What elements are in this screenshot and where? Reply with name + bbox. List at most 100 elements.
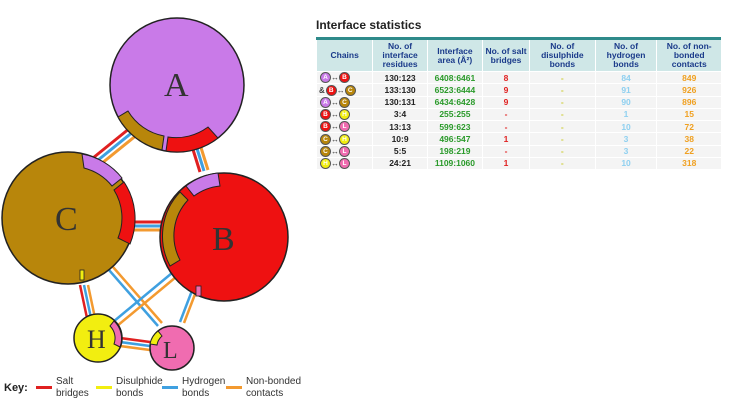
chains-cell[interactable]: B ↔ H bbox=[315, 107, 373, 121]
interface-residues-cell: 5:5 bbox=[372, 144, 428, 158]
chain-b-label: B bbox=[212, 221, 235, 258]
interface-residues-cell: 133:130 bbox=[372, 83, 428, 96]
hydrogen-bonds-cell: 1 bbox=[594, 107, 657, 121]
disulphide-bonds-cell: - bbox=[529, 119, 596, 133]
table-row: & B ↔ C 133:130 6523:6444 9-91 926 bbox=[315, 83, 721, 96]
disulphide-bonds-cell: - bbox=[529, 83, 596, 96]
connection-c-h-hbond bbox=[82, 284, 93, 319]
connection-b-h-nonbonded bbox=[116, 271, 183, 327]
salt-bridge-swatch bbox=[36, 386, 52, 389]
interface-area-cell: 496:547 bbox=[426, 132, 483, 145]
chain-chip-second: H bbox=[339, 133, 350, 145]
hydrogen-bonds-cell: 3 bbox=[594, 144, 657, 158]
chains-cell[interactable]: C ↔ H bbox=[315, 132, 373, 145]
disulphide-bonds-cell: - bbox=[529, 107, 596, 121]
table-body: A ↔ B 130:123 6408:6461 8-84 849 & B ↔ C 133:130 652… bbox=[315, 70, 721, 169]
chain-a-label: A bbox=[164, 67, 189, 104]
chain-chip-second: C bbox=[344, 84, 356, 96]
interface-link-icon: ↔ bbox=[331, 73, 339, 83]
table-row: A ↔ B 130:123 6408:6461 8-84 849 bbox=[315, 70, 721, 84]
interface-statistics-table: Chains No. of interface residues Interfa… bbox=[315, 37, 721, 169]
key-label-hydrogen-bonds: Hydrogen bonds bbox=[182, 376, 226, 399]
disulphide-bonds-cell: - bbox=[529, 132, 596, 145]
salt-bridges-cell: - bbox=[482, 144, 530, 158]
interface-residues-cell: 130:123 bbox=[372, 70, 428, 84]
chain-chip-second: L bbox=[339, 121, 350, 133]
interface-area-cell: 1109:1060 bbox=[426, 156, 483, 169]
chain-c-interface-h bbox=[79, 269, 85, 281]
hydrogen-bonds-cell: 10 bbox=[594, 119, 657, 133]
chains-cell[interactable]: B ↔ L bbox=[315, 119, 373, 133]
connection-h-l-hbond bbox=[119, 340, 151, 348]
connection-a-c-salt bbox=[87, 126, 131, 164]
chain-a-interface-c bbox=[117, 110, 165, 151]
chain-l-interface-h bbox=[149, 330, 163, 346]
hydrogen-bonds-cell: 3 bbox=[594, 132, 657, 145]
chain-h-label: H bbox=[87, 325, 106, 354]
connection-c-h-nonbonded bbox=[86, 284, 97, 319]
hydrogen-bonds-cell: 84 bbox=[594, 70, 657, 84]
chain-c-interface-a bbox=[81, 153, 123, 187]
interface-area-cell: 6434:6428 bbox=[426, 95, 483, 109]
header-non-bonded-contacts: No. of non-bonded contacts bbox=[656, 38, 721, 72]
salt-bridges-cell: 8 bbox=[482, 70, 530, 84]
chains-cell[interactable]: & B ↔ C bbox=[315, 83, 373, 96]
chains-cell[interactable]: A ↔ B bbox=[315, 70, 373, 84]
interface-area-cell: 6408:6461 bbox=[426, 70, 483, 84]
interface-link-icon: ↔ bbox=[331, 159, 339, 168]
chain-a-circle: A bbox=[109, 17, 245, 153]
interface-link-icon: ↔ bbox=[331, 97, 339, 107]
non-bonded-swatch bbox=[226, 386, 242, 389]
interface-area-cell: 6523:6444 bbox=[426, 83, 483, 96]
hydrogen-bonds-cell: 90 bbox=[594, 95, 657, 109]
interface-link-icon: ↔ bbox=[331, 146, 339, 156]
chain-chip-first: H bbox=[320, 158, 331, 169]
interface-link-icon: ↔ bbox=[336, 85, 345, 95]
chain-chip-first: B bbox=[325, 84, 337, 96]
salt-bridges-cell: - bbox=[482, 119, 530, 133]
hydrogen-bonds-cell: 91 bbox=[594, 83, 657, 96]
interface-area-cell: 198:219 bbox=[426, 144, 483, 158]
disulphide-bonds-cell: - bbox=[529, 95, 596, 109]
connection-c-l-hbond bbox=[101, 261, 159, 327]
key-label-salt-bridges: Salt bridges bbox=[56, 376, 89, 399]
interface-area-cell: 599:623 bbox=[426, 119, 483, 133]
chain-chip-first: B bbox=[320, 121, 331, 133]
interface-area-cell: 255:255 bbox=[426, 107, 483, 121]
table-row: H ↔ L 24:21 1109:1060 1-10 318 bbox=[315, 156, 721, 169]
chain-b-interface-a bbox=[185, 172, 221, 197]
chain-chip-second: B bbox=[339, 72, 350, 84]
non-bonded-contacts-cell: 849 bbox=[656, 70, 721, 84]
salt-bridges-cell: 1 bbox=[482, 156, 530, 169]
chain-c-interface-b bbox=[113, 181, 136, 245]
chains-cell[interactable]: C ↔ L bbox=[315, 144, 373, 158]
connection-c-h-salt bbox=[78, 284, 89, 319]
hydrogen-bond-swatch bbox=[162, 386, 178, 389]
table-row: B ↔ H 3:4 255:255- -1 15 bbox=[315, 107, 721, 121]
chain-chip-first: C bbox=[320, 133, 331, 145]
connection-h-l-nonbonded bbox=[119, 344, 151, 352]
chain-pair-prefix: & bbox=[319, 85, 325, 95]
connection-c-l-nonbonded bbox=[105, 258, 163, 324]
chains-cell[interactable]: A ↔ C bbox=[315, 95, 373, 109]
chain-chip-second: H bbox=[339, 109, 350, 120]
table-header-row: Chains No. of interface residues Interfa… bbox=[315, 38, 721, 72]
non-bonded-contacts-cell: 896 bbox=[656, 95, 721, 109]
interface-residues-cell: 3:4 bbox=[372, 107, 428, 121]
chain-b-interface-c bbox=[162, 191, 189, 267]
salt-bridges-cell: - bbox=[482, 107, 530, 121]
connection-b-h-hbond bbox=[112, 267, 179, 323]
chain-h-interface-l bbox=[109, 320, 123, 348]
interface-residues-cell: 130:131 bbox=[372, 95, 428, 109]
chains-cell[interactable]: H ↔ L bbox=[315, 156, 373, 169]
header-chains: Chains bbox=[315, 38, 373, 72]
non-bonded-contacts-cell: 926 bbox=[656, 83, 721, 96]
chain-chip-second: C bbox=[339, 96, 350, 108]
hydrogen-bonds-cell: 10 bbox=[594, 156, 657, 169]
disulphide-bonds-cell: - bbox=[529, 144, 596, 158]
salt-bridges-cell: 9 bbox=[482, 83, 530, 96]
non-bonded-contacts-cell: 15 bbox=[656, 107, 721, 121]
key-label-non-bonded-contacts: Non-bonded contacts bbox=[246, 376, 302, 399]
table-row: B ↔ L 13:13 599:623- -10 72 bbox=[315, 119, 721, 133]
chain-chip-first: C bbox=[320, 145, 331, 157]
